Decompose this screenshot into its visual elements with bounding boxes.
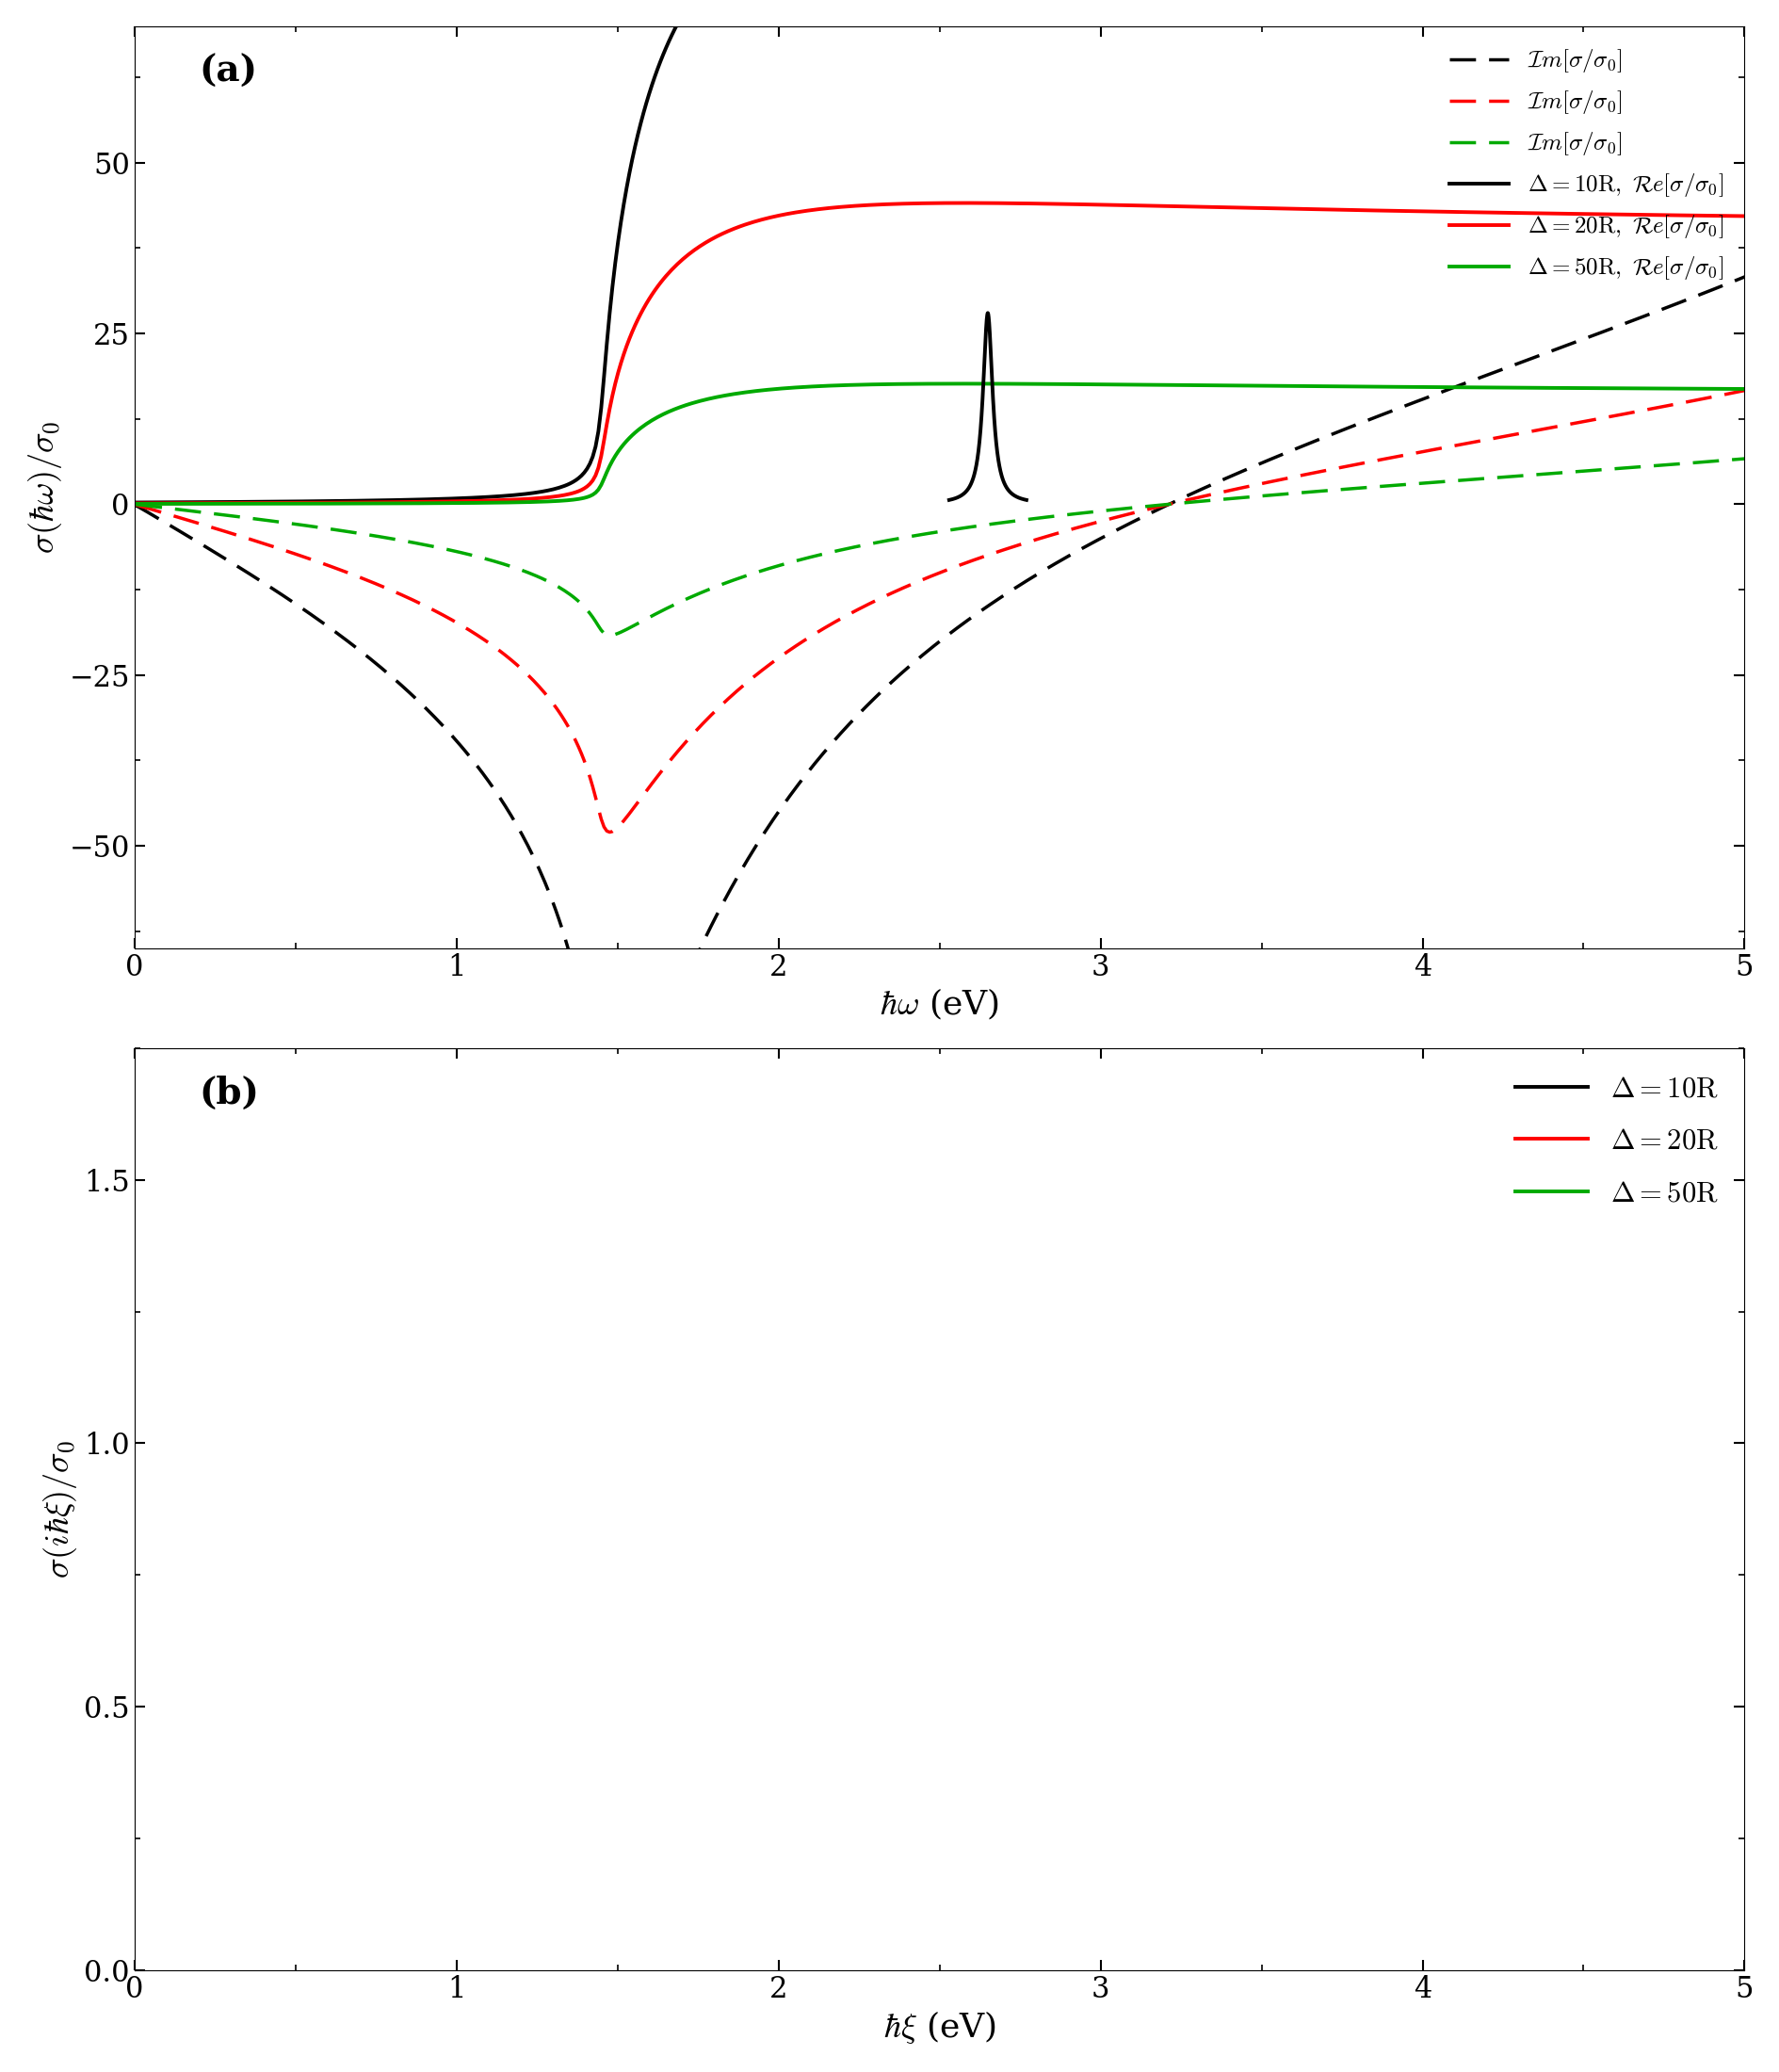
Y-axis label: $\sigma(i\hbar\xi)/\sigma_0$: $\sigma(i\hbar\xi)/\sigma_0$: [41, 1440, 78, 1579]
Text: (b): (b): [199, 1075, 260, 1113]
Y-axis label: $\sigma(\hbar\omega)/\sigma_0$: $\sigma(\hbar\omega)/\sigma_0$: [27, 421, 64, 553]
X-axis label: $\hbar\omega$ (eV): $\hbar\omega$ (eV): [879, 986, 998, 1021]
Text: (a): (a): [199, 54, 258, 89]
Legend: $\Delta = 10\mathrm{R}$, $\Delta = 20\mathrm{R}$, $\Delta = 50\mathrm{R}$: $\Delta = 10\mathrm{R}$, $\Delta = 20\ma…: [1503, 1063, 1729, 1218]
Legend: $\mathcal{I}m[\sigma/\sigma_0]$, $\mathcal{I}m[\sigma/\sigma_0]$, $\mathcal{I}m[: $\mathcal{I}m[\sigma/\sigma_0]$, $\mathc…: [1439, 37, 1733, 292]
X-axis label: $\hbar\xi$ (eV): $\hbar\xi$ (eV): [882, 2010, 996, 2045]
